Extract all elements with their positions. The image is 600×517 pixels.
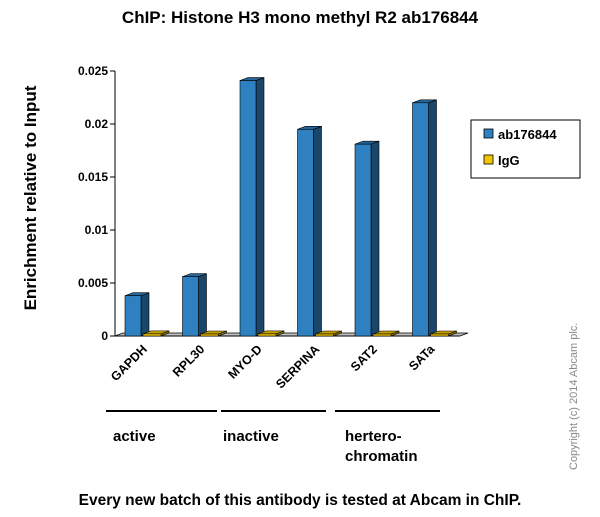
category-label-MYO-D: MYO-D [226,342,265,381]
bar-ab176844-SAT2 [354,140,380,337]
category-label-SAT2: SAT2 [348,342,380,374]
category-label-RPL30: RPL30 [170,342,207,379]
legend-label-igg: IgG [498,153,520,168]
legend-swatch-ab176844 [483,128,494,139]
bar-ab176844-RPL30 [182,273,207,337]
category-group-1: inactive [221,410,326,445]
copyright-notice: Copyright (c) 2014 Abcam plc. [568,323,580,470]
bar-ab176844-SERPINA [297,125,322,337]
group-label: active [113,428,156,445]
bar-ab176844-MYO-D [239,77,265,337]
category-label-SERPINA: SERPINA [273,342,322,391]
y-tick-label: 0.01 [85,223,109,237]
axis-layer [110,70,460,337]
bar-IgG-SAT2 [372,330,400,337]
group-label: hertero- [345,428,402,445]
category-label-GAPDH: GAPDH [108,342,150,384]
bar-IgG-SATa [430,330,457,337]
group-label: inactive [223,428,279,445]
category-group-0: active [106,410,217,445]
legend-label-ab176844: ab176844 [498,127,557,142]
legend-swatch-igg [483,154,494,165]
group-label: chromatin [345,448,418,465]
y-tick-label: 0.02 [85,117,109,131]
y-tick-labels: 0 0.005 0.01 0.015 0.02 0.025 [78,64,108,343]
category-label-SATa: SATa [406,341,438,373]
bar-ab176844-SATa [412,99,437,337]
bar-IgG-SERPINA [315,330,342,337]
bars-layer [124,77,457,337]
category-group-2: hertero-chromatin [335,410,440,465]
y-tick-label: 0.025 [78,64,108,78]
category-labels: GAPDH RPL30 MYO-D SERPINA SAT2 SATa [108,341,438,391]
category-groups: active inactive hertero-chromatin [106,410,440,465]
legend: ab176844 IgG [470,119,581,179]
y-tick-label: 0 [101,329,108,343]
bar-IgG-MYO-D [257,330,285,337]
y-tick-label: 0.015 [78,170,108,184]
bar-IgG-GAPDH [142,330,170,337]
bar-ab176844-GAPDH [124,292,150,337]
bar-IgG-RPL30 [200,330,227,337]
footer-note: Every new batch of this antibody is test… [79,492,522,509]
y-tick-label: 0.005 [78,276,108,290]
chart-title: ChIP: Histone H3 mono methyl R2 ab176844 [122,8,479,27]
y-axis-label: Enrichment relative to Input [21,85,40,310]
